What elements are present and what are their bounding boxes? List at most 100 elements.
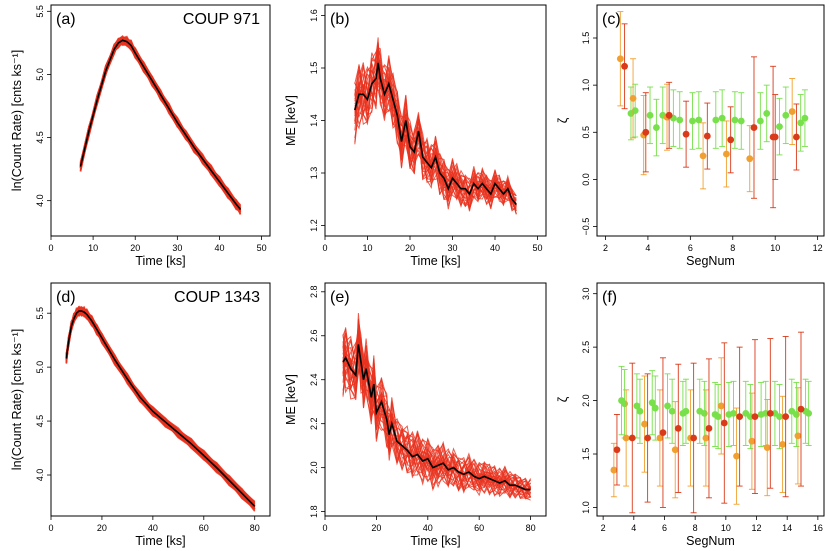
- data-point: [763, 444, 771, 451]
- x-tick-label: 8: [693, 523, 698, 533]
- panel-1: 0 10 20 30 40 50 4.0 4.5 5.0 5.5 Time [ks] ln(Count…: [10, 4, 271, 268]
- x-axis-label: Time [ks]: [410, 534, 460, 548]
- y-axis-label: ln(Count Rate) [cnts ks⁻¹]: [10, 329, 24, 470]
- y-axis-label: ζ: [556, 396, 570, 402]
- data-line: [65, 310, 256, 507]
- data-point: [763, 110, 771, 117]
- posterior-curve: [79, 39, 242, 215]
- plot-frame: [596, 4, 825, 237]
- data-point: [733, 452, 740, 460]
- y-tick-label: 5.0: [35, 68, 45, 81]
- data-point: [805, 409, 813, 417]
- posterior-curve: [79, 40, 241, 210]
- posterior-curve: [79, 38, 242, 210]
- x-tick-label: 14: [782, 523, 792, 533]
- posterior-curve: [79, 37, 242, 212]
- data-point: [671, 446, 679, 454]
- data-point: [748, 437, 756, 445]
- data-point: [653, 124, 660, 131]
- posterior-curve: [79, 40, 242, 211]
- x-tick-label: 10: [88, 243, 98, 253]
- data-point: [676, 116, 684, 124]
- data-point: [699, 152, 707, 160]
- y-tick-label: −0.5: [581, 218, 591, 236]
- data-point: [793, 133, 800, 141]
- data-point: [797, 119, 805, 127]
- x-tick-label: 10: [721, 523, 731, 533]
- data-point: [782, 413, 790, 421]
- data-point: [801, 114, 809, 122]
- x-tick-label: 30: [447, 243, 457, 253]
- x-tick-label: 12: [752, 523, 762, 533]
- panel-label: (a): [56, 11, 76, 28]
- y-tick-label: 5.0: [35, 361, 45, 374]
- data-line: [79, 39, 242, 211]
- y-tick-label: 1.3: [309, 167, 319, 180]
- y-tick-label: 2.0: [581, 394, 591, 407]
- data-point: [621, 62, 628, 70]
- data-point: [771, 133, 779, 141]
- data-point: [665, 111, 673, 119]
- panel-5: 0 20 40 60 80 1.8 2.0 2.2 2.4 2.6 2.8 Time [ks] ME […: [284, 282, 547, 548]
- data-point: [766, 409, 774, 417]
- data-point: [636, 407, 644, 415]
- y-tick-label: 0.0: [581, 173, 591, 186]
- y-axis-label: ME [keV]: [284, 374, 298, 425]
- data-point: [756, 117, 764, 125]
- x-axis-label: SegNum: [686, 534, 735, 548]
- panel-label: (d): [56, 289, 76, 306]
- x-tick-label: 20: [371, 523, 381, 533]
- data-point: [779, 440, 786, 448]
- data-point: [751, 413, 759, 421]
- data-point: [776, 413, 783, 421]
- data-point: [737, 117, 745, 125]
- data-point: [797, 405, 805, 413]
- x-tick-label: 40: [423, 523, 433, 533]
- data-point: [703, 132, 711, 140]
- data-point: [668, 407, 676, 415]
- y-tick-label: 1.5: [581, 448, 591, 461]
- data-point: [641, 420, 648, 428]
- x-tick-label: 2: [601, 523, 606, 533]
- data-point: [659, 429, 667, 437]
- panel-3: 2 4 6 8 10 12 −0.5 0.0 0.5 1.0 1.5 SegNum ζ (c): [556, 4, 825, 268]
- x-tick-label: 30: [172, 243, 182, 253]
- x-tick-label: 20: [130, 243, 140, 253]
- source-annotation: COUP 1343: [174, 289, 260, 306]
- x-tick-label: 4: [645, 243, 650, 253]
- panel-label: (f): [602, 289, 617, 306]
- data-point: [746, 155, 754, 163]
- source-annotation: COUP 971: [183, 11, 260, 28]
- posterior-curve: [342, 313, 531, 494]
- posterior-curve: [79, 39, 242, 215]
- data-point: [794, 432, 802, 440]
- data-point: [674, 424, 682, 432]
- posterior-curve: [79, 38, 242, 214]
- x-tick-label: 40: [214, 243, 224, 253]
- plot-frame: [324, 282, 547, 517]
- posterior-curve: [354, 42, 517, 210]
- y-tick-label: 0.5: [581, 126, 591, 139]
- data-point: [656, 434, 664, 442]
- x-tick-label: 0: [322, 243, 327, 253]
- y-tick-label: 2.6: [309, 329, 319, 342]
- y-axis-label: ME [keV]: [284, 95, 298, 146]
- posterior-curve: [79, 36, 242, 209]
- posterior-curve: [342, 331, 532, 497]
- y-tick-label: 1.6: [309, 9, 319, 22]
- data-point: [648, 399, 656, 407]
- x-tick-label: 50: [257, 243, 267, 253]
- panel-label: (c): [602, 11, 621, 28]
- x-tick-label: 4: [631, 523, 636, 533]
- data-point: [610, 466, 618, 474]
- posterior-curve: [79, 36, 242, 212]
- data-point: [750, 124, 758, 131]
- panel-label: (e): [330, 289, 350, 306]
- data-point: [727, 136, 735, 144]
- x-tick-label: 40: [148, 523, 158, 533]
- y-tick-label: 5.5: [35, 5, 45, 18]
- plot-frame: [50, 4, 271, 237]
- x-tick-label: 0: [48, 523, 53, 533]
- data-point: [682, 130, 690, 138]
- y-tick-label: 1.5: [581, 32, 591, 45]
